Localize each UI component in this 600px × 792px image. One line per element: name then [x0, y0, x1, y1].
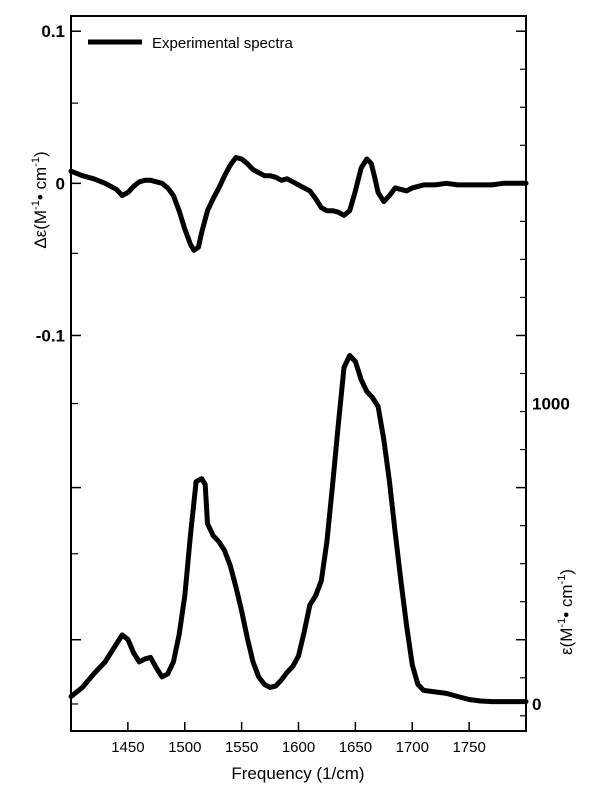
left-axis-title-sup1: -1: [30, 200, 42, 210]
right-axis-title-sup1: -1: [556, 618, 568, 628]
experimental-spectra-line: [68, 155, 529, 253]
right-axis-title-main: ε(M: [557, 628, 576, 655]
right-axis-title: ε(M-1• cm-1): [556, 569, 576, 655]
left-axis-ticks: 0.1 0 -0.1: [36, 22, 526, 717]
left-axis-title-main: Δε(M: [31, 210, 50, 249]
x-tick-label-1600: 1600: [282, 739, 315, 756]
left-tick-label: -0.1: [36, 326, 65, 345]
left-tick-label: 0.1: [41, 22, 65, 41]
left-axis-title-sup2: -1: [30, 157, 42, 167]
right-axis-ticks: 0 1000: [71, 102, 570, 714]
right-tick-label: 0: [532, 695, 541, 714]
right-axis-title-sup2: -1: [556, 575, 568, 585]
left-axis-title-end: ): [31, 151, 50, 157]
x-tick-label-1700: 1700: [396, 739, 429, 756]
left-tick-label: 0: [56, 174, 65, 193]
x-tick-label-1650: 1650: [339, 739, 372, 756]
x-tick-label-1450: 1450: [111, 739, 144, 756]
plot-frame: [70, 15, 527, 732]
legend: Experimental spectra: [88, 35, 294, 52]
x-axis-ticks: 1450 1500 1550 1600 1650 1700 1750: [111, 722, 486, 756]
x-tick-label-1750: 1750: [452, 739, 485, 756]
x-tick-label-1500: 1500: [168, 739, 201, 756]
x-tick-label-1550: 1550: [225, 739, 258, 756]
right-axis-title-mid: • cm: [557, 584, 576, 617]
right-tick-label: 1000: [532, 395, 570, 414]
x-axis-title: Frequency (1/cm): [231, 764, 364, 783]
left-axis-title-mid: • cm: [31, 167, 50, 200]
series-layer: [68, 155, 529, 705]
right-axis-title-end: ): [557, 569, 576, 575]
absorption-spectrum-line: [68, 353, 529, 705]
left-axis-title: Δε(M-1• cm-1): [30, 151, 50, 248]
legend-entry-experimental-spectra: Experimental spectra: [152, 35, 294, 52]
